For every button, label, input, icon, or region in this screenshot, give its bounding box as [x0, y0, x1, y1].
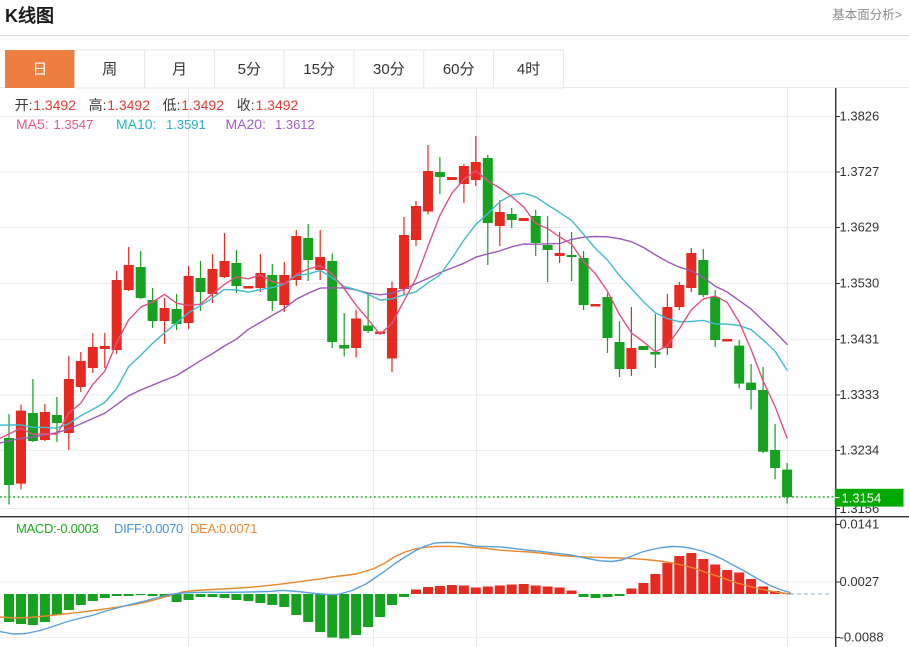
- svg-text:DEA:0.0071: DEA:0.0071: [190, 521, 257, 536]
- svg-text:1.3629: 1.3629: [840, 220, 880, 235]
- svg-text:DIFF:0.0070: DIFF:0.0070: [114, 521, 183, 536]
- svg-text:1.3333: 1.3333: [840, 387, 880, 402]
- svg-text:60分: 60分: [443, 61, 475, 78]
- svg-text:0.0141: 0.0141: [840, 517, 880, 532]
- svg-text:基本面分析>: 基本面分析>: [832, 8, 902, 22]
- svg-text:1.3826: 1.3826: [840, 109, 880, 124]
- svg-text:1.3492: 1.3492: [181, 97, 224, 113]
- svg-text:收:: 收:: [237, 97, 255, 113]
- svg-text:1.3492: 1.3492: [33, 97, 76, 113]
- svg-text:1.3530: 1.3530: [840, 276, 880, 291]
- svg-text:30分: 30分: [373, 61, 405, 78]
- svg-text:日: 日: [32, 61, 47, 78]
- svg-text:1.3612: 1.3612: [275, 117, 315, 132]
- svg-text:周: 周: [102, 61, 117, 78]
- svg-text:1.3492: 1.3492: [107, 97, 150, 113]
- svg-text:1.3547: 1.3547: [54, 117, 94, 132]
- svg-text:1.3492: 1.3492: [256, 97, 299, 113]
- svg-text:MA10:: MA10:: [116, 116, 156, 132]
- svg-text:0.0027: 0.0027: [840, 574, 880, 589]
- svg-text:15分: 15分: [303, 61, 335, 78]
- svg-text:1.3154: 1.3154: [842, 491, 882, 506]
- svg-text:-0.0088: -0.0088: [840, 630, 884, 645]
- svg-text:MACD:-0.0003: MACD:-0.0003: [16, 521, 98, 536]
- svg-text:MA5:: MA5:: [16, 116, 49, 132]
- svg-text:MA20:: MA20:: [226, 116, 266, 132]
- svg-text:1.3591: 1.3591: [166, 117, 206, 132]
- svg-text:K线图: K线图: [5, 5, 54, 26]
- svg-text:1.3234: 1.3234: [840, 443, 880, 458]
- svg-text:月: 月: [172, 61, 187, 78]
- svg-text:1.3727: 1.3727: [840, 164, 880, 179]
- svg-text:4时: 4时: [517, 61, 540, 78]
- svg-text:低:: 低:: [163, 97, 181, 113]
- svg-text:5分: 5分: [238, 61, 261, 78]
- svg-text:高:: 高:: [89, 97, 107, 113]
- svg-text:开:: 开:: [15, 97, 33, 113]
- svg-text:1.3431: 1.3431: [840, 332, 880, 347]
